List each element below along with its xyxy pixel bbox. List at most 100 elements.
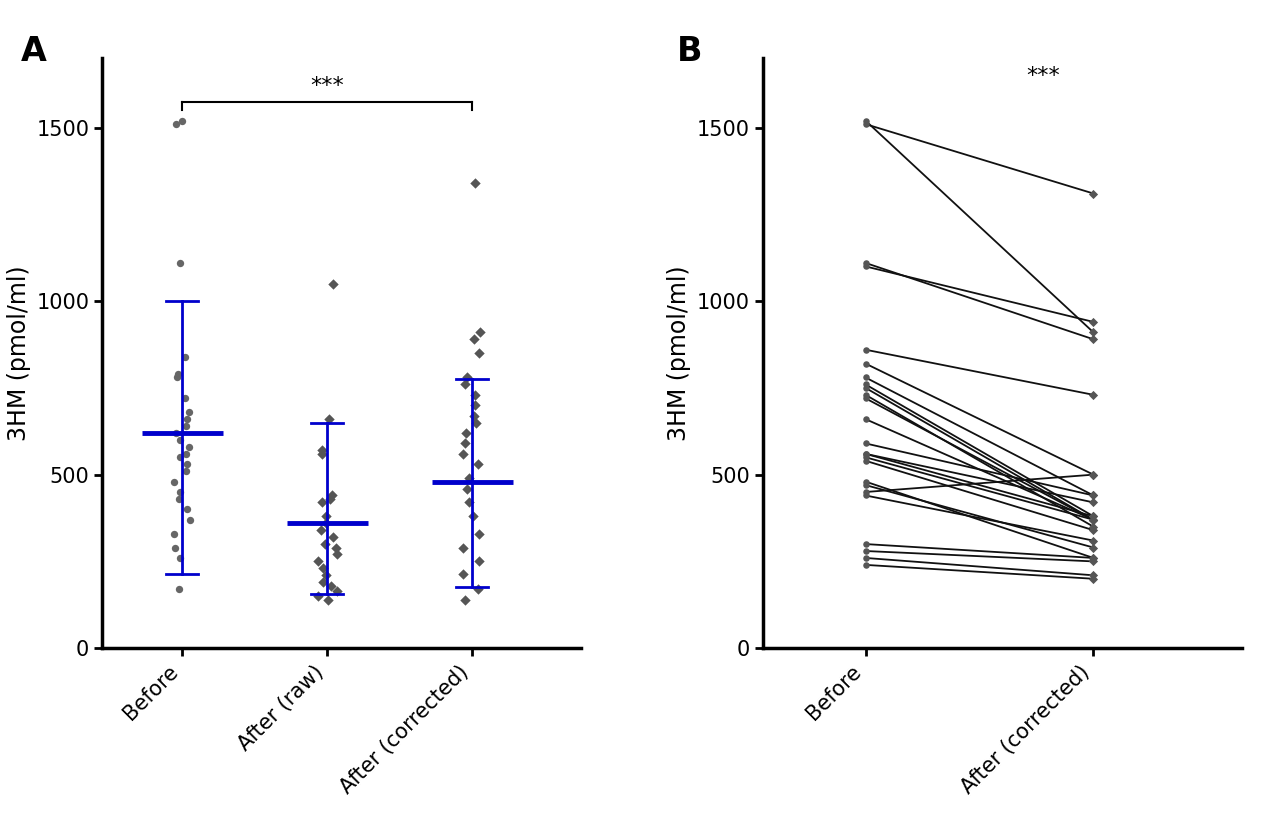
Point [456, 426, 476, 440]
Point [312, 444, 333, 457]
Point [317, 593, 338, 607]
Point [855, 538, 876, 551]
Point [164, 527, 184, 540]
Point [855, 391, 876, 405]
Point [456, 437, 476, 450]
Point [179, 440, 200, 454]
Point [453, 541, 474, 554]
Point [312, 576, 333, 589]
Point [855, 479, 876, 492]
Point [321, 579, 342, 593]
Point [326, 584, 347, 597]
Point [467, 458, 488, 471]
Point [855, 371, 876, 384]
Point [1083, 513, 1103, 526]
Point [170, 433, 191, 446]
Point [316, 517, 337, 530]
Point [320, 492, 340, 505]
Point [456, 378, 476, 391]
Point [1083, 513, 1103, 526]
Point [463, 332, 484, 346]
Point [166, 426, 187, 440]
Point [855, 256, 876, 269]
Point [310, 524, 330, 537]
Point [1083, 489, 1103, 502]
Point [855, 475, 876, 489]
Point [465, 409, 485, 422]
Point [1083, 315, 1103, 328]
Point [458, 471, 479, 484]
Point [453, 567, 474, 580]
Point [321, 489, 342, 502]
Point [179, 513, 200, 526]
Point [174, 391, 195, 405]
Point [174, 350, 195, 363]
Point [855, 378, 876, 391]
Point [177, 412, 197, 425]
Point [855, 447, 876, 460]
Point [1083, 468, 1103, 481]
Point [312, 447, 333, 460]
Point [855, 489, 876, 502]
Point [169, 492, 189, 505]
Point [1083, 513, 1103, 526]
Point [470, 326, 490, 339]
Point [1083, 551, 1103, 564]
Point [165, 117, 186, 130]
Point [463, 509, 484, 523]
Point [1083, 509, 1103, 523]
Point [165, 541, 186, 554]
Point [323, 530, 343, 543]
Point [855, 450, 876, 464]
Point [855, 357, 876, 371]
Point [316, 509, 337, 523]
Point [316, 568, 337, 582]
Point [468, 347, 489, 360]
Point [1083, 541, 1103, 554]
Point [308, 555, 329, 568]
Text: ***: *** [1027, 66, 1060, 86]
Point [855, 114, 876, 127]
Point [326, 541, 347, 554]
Point [312, 562, 333, 575]
Point [466, 416, 486, 430]
Point [855, 551, 876, 564]
Point [1083, 489, 1103, 502]
Point [468, 555, 489, 568]
Point [173, 114, 193, 127]
Point [169, 485, 189, 499]
Point [177, 503, 197, 516]
Point [1083, 524, 1103, 537]
Point [323, 277, 343, 290]
Point [175, 447, 196, 460]
Point [170, 450, 191, 464]
Point [169, 551, 189, 564]
Point [326, 548, 347, 561]
Point [855, 381, 876, 395]
Point [454, 593, 475, 607]
Point [465, 176, 485, 189]
Point [460, 496, 480, 509]
Point [177, 465, 197, 478]
Point [164, 475, 184, 489]
Point [468, 583, 489, 596]
Point [1083, 551, 1103, 564]
Point [457, 371, 477, 384]
Point [169, 583, 189, 596]
Point [1083, 468, 1103, 481]
Point [1083, 572, 1103, 585]
Point [1083, 187, 1103, 200]
Point [855, 260, 876, 273]
Point [855, 447, 876, 460]
Point [168, 367, 188, 381]
Point [855, 454, 876, 467]
Point [177, 458, 197, 471]
Point [855, 485, 876, 499]
Point [855, 544, 876, 558]
Text: ***: *** [310, 76, 344, 96]
Text: A: A [20, 35, 47, 67]
Point [1083, 568, 1103, 582]
Point [1083, 509, 1103, 523]
Y-axis label: 3HM (pmol/ml): 3HM (pmol/ml) [6, 265, 31, 441]
Point [1083, 513, 1103, 526]
